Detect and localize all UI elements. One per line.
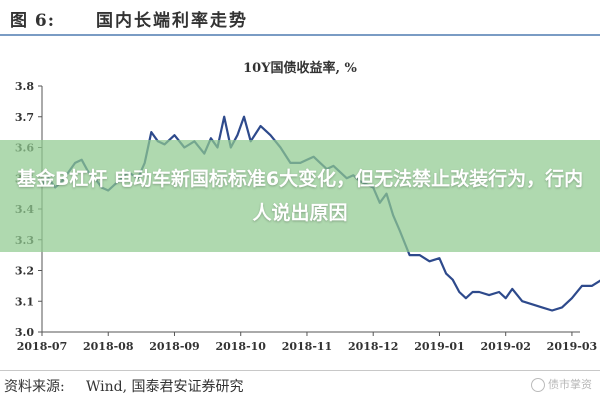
source-footer: 资料来源: Wind, 国泰君安证券研究 债市掌资 bbox=[0, 370, 600, 401]
x-tick-label: 2019-03 bbox=[547, 340, 598, 353]
x-tick-label: 2019-02 bbox=[480, 340, 531, 353]
source-label: 资料来源: bbox=[4, 379, 65, 395]
figure-header: 图 6: 国内长端利率走势 bbox=[0, 0, 600, 36]
figure-label: 图 6: bbox=[10, 11, 56, 31]
x-tick-label: 2018-07 bbox=[17, 340, 68, 353]
source-text: Wind, 国泰君安证券研究 bbox=[86, 379, 244, 395]
x-tick-label: 2018-08 bbox=[83, 340, 134, 353]
watermark: 债市掌资 bbox=[531, 376, 592, 392]
x-tick-label: 2018-12 bbox=[348, 340, 399, 353]
x-tick-label: 2019-01 bbox=[414, 340, 465, 353]
x-tick-label: 2018-09 bbox=[149, 340, 200, 353]
headline-overlay[interactable]: 基金B杠杆 电动车新国标标准6大变化，但无法禁止改装行为，行内人说出原因 bbox=[0, 140, 600, 252]
x-tick-label: 2018-10 bbox=[215, 340, 266, 353]
headline-text[interactable]: 基金B杠杆 电动车新国标标准6大变化，但无法禁止改装行为，行内人说出原因 bbox=[16, 168, 584, 224]
watermark-text: 债市掌资 bbox=[548, 378, 592, 391]
y-tick-label: 3.1 bbox=[15, 295, 34, 308]
x-tick-label: 2018-11 bbox=[282, 340, 333, 353]
y-tick-label: 3.2 bbox=[15, 265, 34, 278]
chart-title: 10Y国债收益率, % bbox=[243, 60, 357, 76]
wechat-icon bbox=[531, 378, 545, 392]
y-tick-label: 3.7 bbox=[15, 111, 34, 124]
y-tick-label: 3.8 bbox=[15, 80, 34, 93]
y-tick-label: 3.0 bbox=[15, 326, 34, 339]
figure-title: 国内长端利率走势 bbox=[96, 11, 248, 31]
